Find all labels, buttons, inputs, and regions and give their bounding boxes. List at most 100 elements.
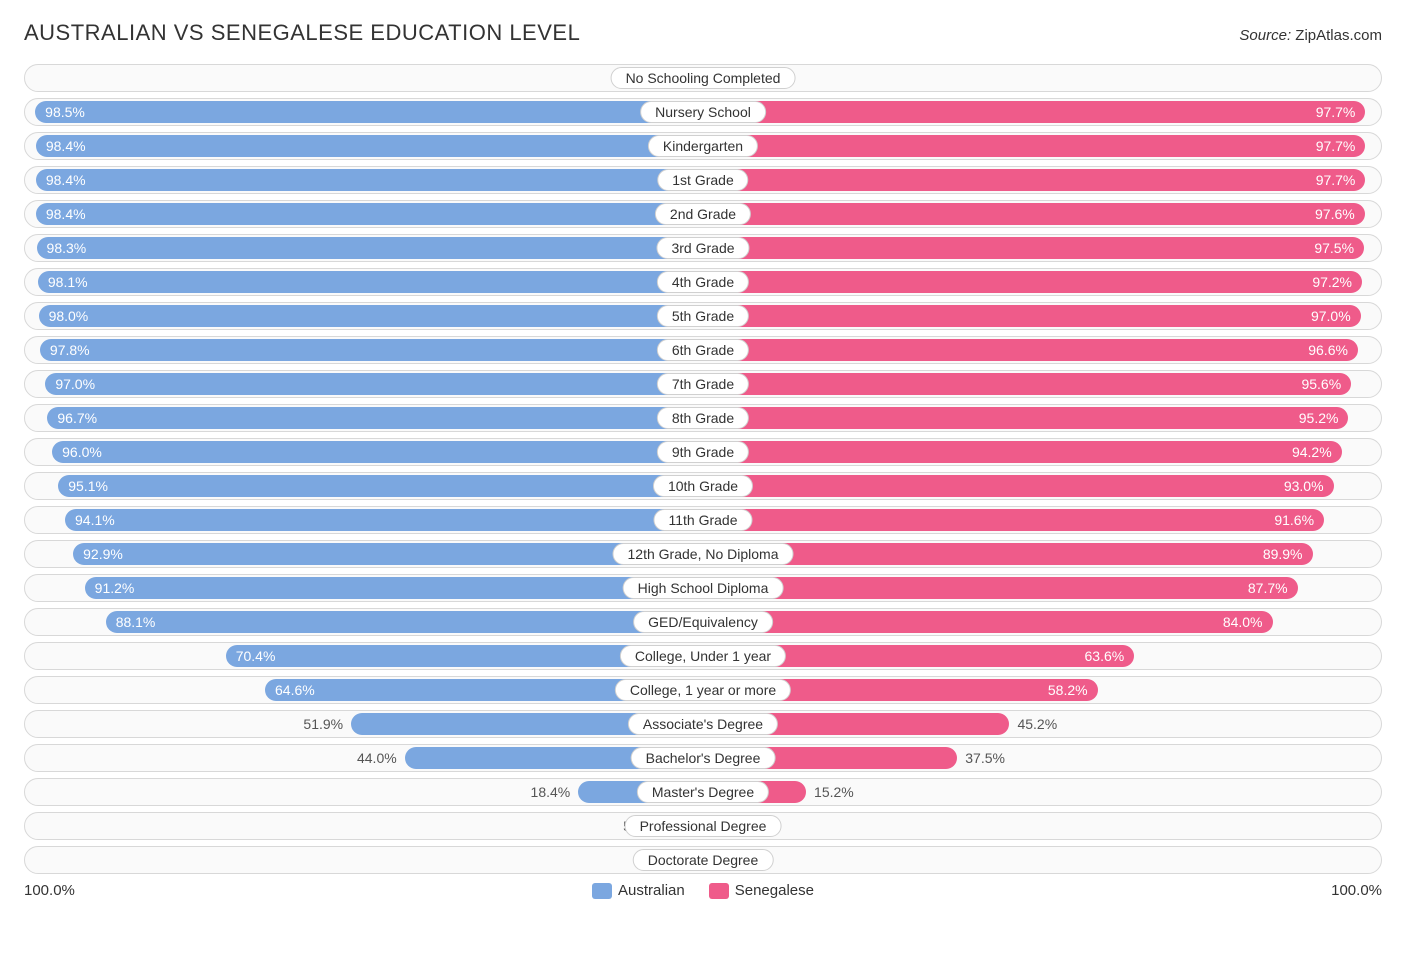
pct-left: 94.1% xyxy=(75,512,115,528)
row-category-label: 3rd Grade xyxy=(656,237,749,259)
chart-row: 98.4%97.7%Kindergarten xyxy=(24,132,1382,160)
pct-right: 45.2% xyxy=(1009,711,1057,737)
chart-row: 98.0% 97.0% 5th Grade xyxy=(24,302,1382,330)
bar-left: 98.5% xyxy=(35,101,703,123)
bar-right: 96.6% xyxy=(703,339,1358,361)
legend-item-left: Australian xyxy=(592,882,685,899)
pct-right: 97.7% xyxy=(1316,138,1356,154)
chart-row: 88.1%84.0%GED/Equivalency xyxy=(24,608,1382,636)
pct-right: 58.2% xyxy=(1048,682,1088,698)
chart-rows: 1.6%2.3%No Schooling Completed98.5%97.7%… xyxy=(24,64,1382,874)
pct-right: 97.2% xyxy=(1312,274,1352,290)
bar-right: 97.0% xyxy=(703,305,1361,327)
chart-title: AUSTRALIAN VS SENEGALESE EDUCATION LEVEL xyxy=(24,20,580,46)
bar-right: 89.9% xyxy=(703,543,1313,565)
legend-swatch-left xyxy=(592,883,612,899)
pct-left: 95.1% xyxy=(68,478,108,494)
bar-right: 91.6% xyxy=(703,509,1324,531)
chart-source: Source: ZipAtlas.com xyxy=(1239,27,1382,44)
bar-right: 95.2% xyxy=(703,407,1348,429)
bar-right: 87.7% xyxy=(703,577,1298,599)
chart-row: 97.0% 95.6% 7th Grade xyxy=(24,370,1382,398)
chart-row: 98.3% 97.5%3rd Grade xyxy=(24,234,1382,262)
chart-row: 70.4%63.6%College, Under 1 year xyxy=(24,642,1382,670)
bar-left: 91.2% xyxy=(85,577,703,599)
bar-left: 96.0% xyxy=(52,441,703,463)
pct-left: 98.1% xyxy=(48,274,88,290)
bar-left: 98.1% xyxy=(38,271,703,293)
bar-left: 88.1% xyxy=(106,611,703,633)
row-category-label: College, 1 year or more xyxy=(615,679,791,701)
bar-right: 95.6% xyxy=(703,373,1351,395)
row-category-label: No Schooling Completed xyxy=(611,67,796,89)
pct-right: 15.2% xyxy=(806,779,854,805)
row-category-label: 1st Grade xyxy=(657,169,748,191)
chart-row: 91.2% 87.7% High School Diploma xyxy=(24,574,1382,602)
row-category-label: Doctorate Degree xyxy=(633,849,774,871)
chart-row: 95.1%93.0%10th Grade xyxy=(24,472,1382,500)
row-category-label: Nursery School xyxy=(640,101,766,123)
chart-row: 96.0%94.2%9th Grade xyxy=(24,438,1382,466)
chart-legend: Australian Senegalese xyxy=(75,882,1331,899)
pct-right: 97.0% xyxy=(1311,308,1351,324)
row-category-label: Associate's Degree xyxy=(628,713,778,735)
row-category-label: Kindergarten xyxy=(648,135,758,157)
legend-label-right: Senegalese xyxy=(735,882,814,899)
row-category-label: High School Diploma xyxy=(623,577,784,599)
pct-left: 88.1% xyxy=(116,614,156,630)
pct-left: 96.0% xyxy=(62,444,102,460)
pct-right: 89.9% xyxy=(1263,546,1303,562)
row-category-label: 8th Grade xyxy=(657,407,749,429)
row-category-label: Professional Degree xyxy=(625,815,782,837)
chart-row: 5.9%4.6%Professional Degree xyxy=(24,812,1382,840)
pct-left: 97.0% xyxy=(55,376,95,392)
source-value: ZipAtlas.com xyxy=(1295,27,1382,44)
chart-row: 98.1% 97.2% 4th Grade xyxy=(24,268,1382,296)
chart-row: 2.4%2.0%Doctorate Degree xyxy=(24,846,1382,874)
pct-left: 92.9% xyxy=(83,546,123,562)
bar-right: 97.7% xyxy=(703,135,1365,157)
row-category-label: 11th Grade xyxy=(653,509,752,531)
pct-right: 97.7% xyxy=(1316,104,1356,120)
pct-left: 64.6% xyxy=(275,682,315,698)
row-category-label: Master's Degree xyxy=(637,781,769,803)
bar-left: 97.8% xyxy=(40,339,703,361)
legend-swatch-right xyxy=(709,883,729,899)
chart-row: 94.1% 91.6%11th Grade xyxy=(24,506,1382,534)
pct-right: 95.6% xyxy=(1301,376,1341,392)
chart-row: 64.6% 58.2% College, 1 year or more xyxy=(24,676,1382,704)
row-category-label: 7th Grade xyxy=(657,373,749,395)
chart-row: 92.9%89.9%12th Grade, No Diploma xyxy=(24,540,1382,568)
row-category-label: 5th Grade xyxy=(657,305,749,327)
chart-header: AUSTRALIAN VS SENEGALESE EDUCATION LEVEL… xyxy=(24,20,1382,46)
chart-row: 44.0%37.5%Bachelor's Degree xyxy=(24,744,1382,772)
bar-right: 97.6% xyxy=(703,203,1365,225)
row-category-label: 10th Grade xyxy=(653,475,753,497)
pct-left: 98.3% xyxy=(47,240,87,256)
pct-left: 98.4% xyxy=(46,206,86,222)
bar-right: 84.0% xyxy=(703,611,1273,633)
bar-left: 92.9% xyxy=(73,543,703,565)
pct-left: 51.9% xyxy=(303,711,351,737)
bar-left: 95.1% xyxy=(58,475,703,497)
row-category-label: College, Under 1 year xyxy=(620,645,786,667)
bar-right: 97.5% xyxy=(703,237,1364,259)
legend-item-right: Senegalese xyxy=(709,882,814,899)
pct-left: 98.0% xyxy=(49,308,89,324)
bar-left: 97.0% xyxy=(45,373,703,395)
pct-right: 37.5% xyxy=(957,745,1005,771)
bar-left: 98.0% xyxy=(39,305,703,327)
chart-footer: 100.0% Australian Senegalese 100.0% xyxy=(24,882,1382,899)
pct-left: 96.7% xyxy=(57,410,97,426)
bar-right: 94.2% xyxy=(703,441,1342,463)
pct-right: 96.6% xyxy=(1308,342,1348,358)
chart-row: 51.9% 45.2% Associate's Degree xyxy=(24,710,1382,738)
pct-right: 87.7% xyxy=(1248,580,1288,596)
bar-left: 98.3% xyxy=(37,237,703,259)
chart-row: 96.7% 95.2%8th Grade xyxy=(24,404,1382,432)
chart-row: 97.8%96.6%6th Grade xyxy=(24,336,1382,364)
chart-row: 98.5% 97.7% Nursery School xyxy=(24,98,1382,126)
row-category-label: 4th Grade xyxy=(657,271,749,293)
source-label: Source: xyxy=(1239,27,1291,44)
chart-row: 98.4%97.6%2nd Grade xyxy=(24,200,1382,228)
